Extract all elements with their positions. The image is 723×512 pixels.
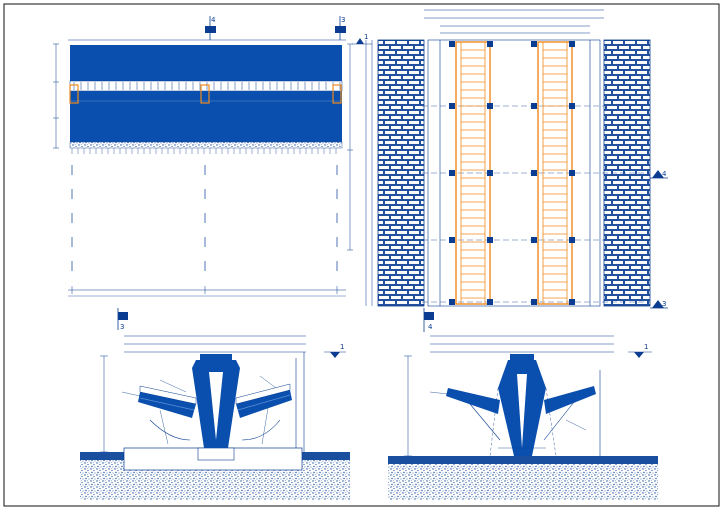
section-mark-4-section: 4 [423,308,434,332]
plan-view: 4 3 [365,9,668,309]
arm-right-right-section [544,386,596,414]
svg-text:3: 3 [662,300,666,308]
elevation-ticks [71,82,341,154]
svg-text:4: 4 [211,16,216,24]
svg-text:1: 1 [644,343,648,351]
lower-slab [70,111,342,142]
section-view-right: 4 1 [388,308,658,500]
sheet-border [3,3,720,507]
section-mark-3-section: 3 [117,308,128,331]
section-mark-4-plan: 4 [650,170,668,179]
anchor-box-left [69,84,79,104]
elevation-view: 4 3 1 [53,16,372,297]
section-mark-3-plan: 3 [650,300,668,309]
base-strip [69,141,343,149]
arm-left [138,392,196,418]
section-mark-3-elevation: 3 [335,16,346,40]
section-view-left: 3 [80,308,350,500]
arm-right [236,390,292,418]
level-mark-elevation: 1 [352,33,372,45]
svg-text:4: 4 [662,170,667,178]
svg-text:1: 1 [340,343,344,351]
beam-strip-right [537,41,573,305]
beam-rungs [461,49,567,299]
upper-slab [70,45,342,81]
ground-slab-right [388,456,658,464]
anchor-box-center [200,84,210,104]
gravel-fill-right [388,464,658,500]
brick-wall-left [377,39,425,307]
level-mark-section-left: 1 [324,343,346,358]
svg-text:3: 3 [341,16,345,24]
svg-text:3: 3 [120,323,124,331]
arm-left-right-section [446,388,500,414]
svg-text:1: 1 [364,33,368,41]
svg-text:4: 4 [428,323,433,331]
level-mark-section-right: 1 [628,343,652,358]
section-mark-4-elevation: 4 [205,16,216,40]
column-nodes [449,41,575,305]
anchor-box-right [332,84,342,104]
